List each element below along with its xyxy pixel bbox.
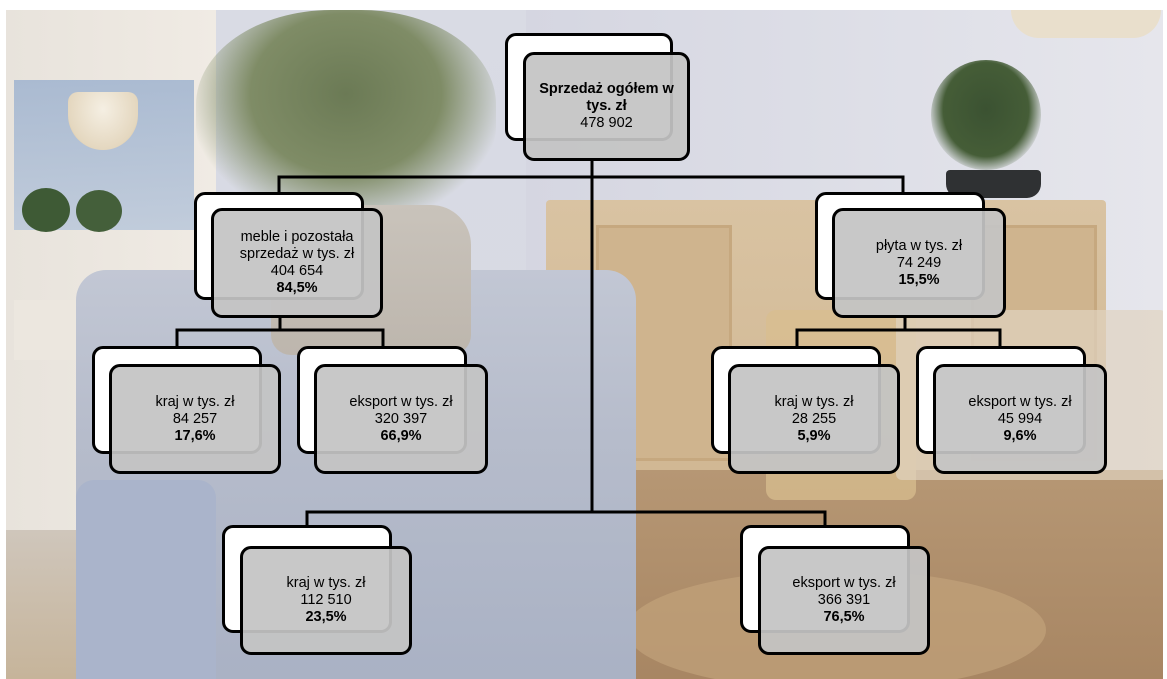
node-meble-value: 404 654: [270, 263, 324, 279]
node-plyta: płyta w tys. zł 74 249 15,5%: [815, 192, 1010, 318]
node-plyta-kraj-share: 5,9%: [797, 427, 831, 444]
node-total-kraj-value: 112 510: [300, 592, 352, 608]
node-plyta-kraj: kraj w tys. zł 28 255 5,9%: [711, 346, 901, 476]
node-plyta-kraj-title: kraj w tys. zł: [774, 393, 854, 410]
node-meble-kraj-value: 84 257: [172, 410, 218, 427]
node-plyta-eksport-share: 9,6%: [1003, 427, 1037, 444]
node-total-kraj-title: kraj w tys. zł: [286, 575, 366, 591]
node-plyta-eksport-value: 45 994: [997, 410, 1043, 427]
node-root-title: Sprzedaż ogółem w tys. zł: [539, 81, 674, 114]
node-meble-eksport-value: 320 397: [374, 410, 428, 427]
node-root-total-sales: Sprzedaż ogółem w tys. zł 478 902: [505, 33, 690, 161]
node-meble: meble i pozostała sprzedaż w tys. zł 404…: [194, 192, 390, 318]
connector-plyta-children: [795, 328, 1002, 347]
node-total-eksport-share: 76,5%: [823, 609, 865, 625]
connector-root-level3: [305, 510, 827, 527]
node-total-eksport: eksport w tys. zł 366 391 76,5%: [740, 525, 932, 655]
node-root-value: 478 902: [580, 115, 633, 131]
node-plyta-eksport-title: eksport w tys. zł: [968, 393, 1072, 410]
node-plyta-value: 74 249: [896, 254, 942, 271]
node-meble-eksport-share: 66,9%: [380, 427, 422, 444]
node-meble-kraj-title: kraj w tys. zł: [155, 393, 235, 410]
connector-meble-children: [175, 328, 385, 347]
node-plyta-title: płyta w tys. zł: [875, 237, 963, 254]
node-total-eksport-title: eksport w tys. zł: [792, 575, 896, 591]
node-meble-title: meble i pozostała sprzedaż w tys. zł: [239, 229, 355, 262]
node-total-eksport-value: 366 391: [817, 592, 871, 608]
node-total-kraj: kraj w tys. zł 112 510 23,5%: [222, 525, 414, 655]
node-meble-eksport-title: eksport w tys. zł: [349, 393, 453, 410]
node-total-kraj-share: 23,5%: [305, 609, 347, 625]
node-meble-eksport: eksport w tys. zł 320 397 66,9%: [297, 346, 490, 476]
node-plyta-kraj-value: 28 255: [791, 410, 837, 427]
node-meble-kraj: kraj w tys. zł 84 257 17,6%: [92, 346, 282, 476]
node-meble-share: 84,5%: [276, 280, 318, 296]
node-plyta-share: 15,5%: [898, 271, 940, 288]
node-plyta-eksport: eksport w tys. zł 45 994 9,6%: [916, 346, 1109, 476]
node-meble-kraj-share: 17,6%: [174, 427, 216, 444]
